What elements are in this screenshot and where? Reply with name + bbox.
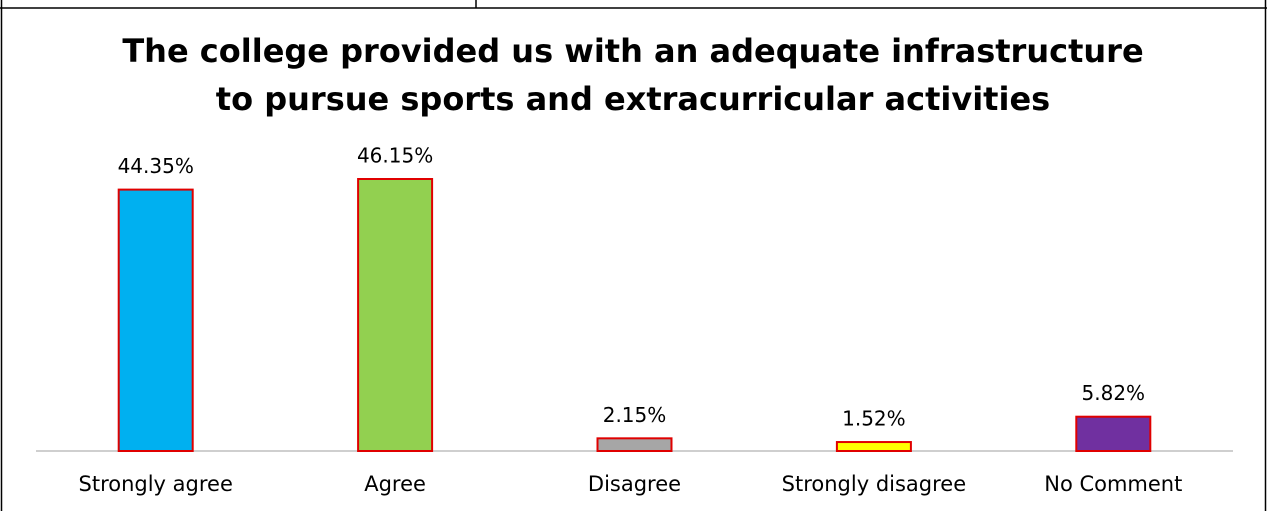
value-label: 46.15% [357,144,433,168]
value-label: 5.82% [1082,381,1146,405]
x-tick-label: Strongly disagree [782,472,966,496]
x-tick-label: Disagree [588,472,681,496]
value-label: 44.35% [118,154,194,178]
value-label: 1.52% [842,407,906,431]
chart-title: to pursue sports and extracurricular act… [216,80,1050,118]
bar [1075,415,1152,452]
bar [835,441,912,452]
value-label: 2.15% [603,403,667,427]
x-tick-label: Strongly agree [79,472,233,496]
bar [357,178,434,452]
bar [596,437,673,452]
chart-title: The college provided us with an adequate… [122,32,1143,70]
x-tick-label: Agree [364,472,426,496]
x-tick-label: No Comment [1044,472,1182,496]
bar [117,188,194,452]
